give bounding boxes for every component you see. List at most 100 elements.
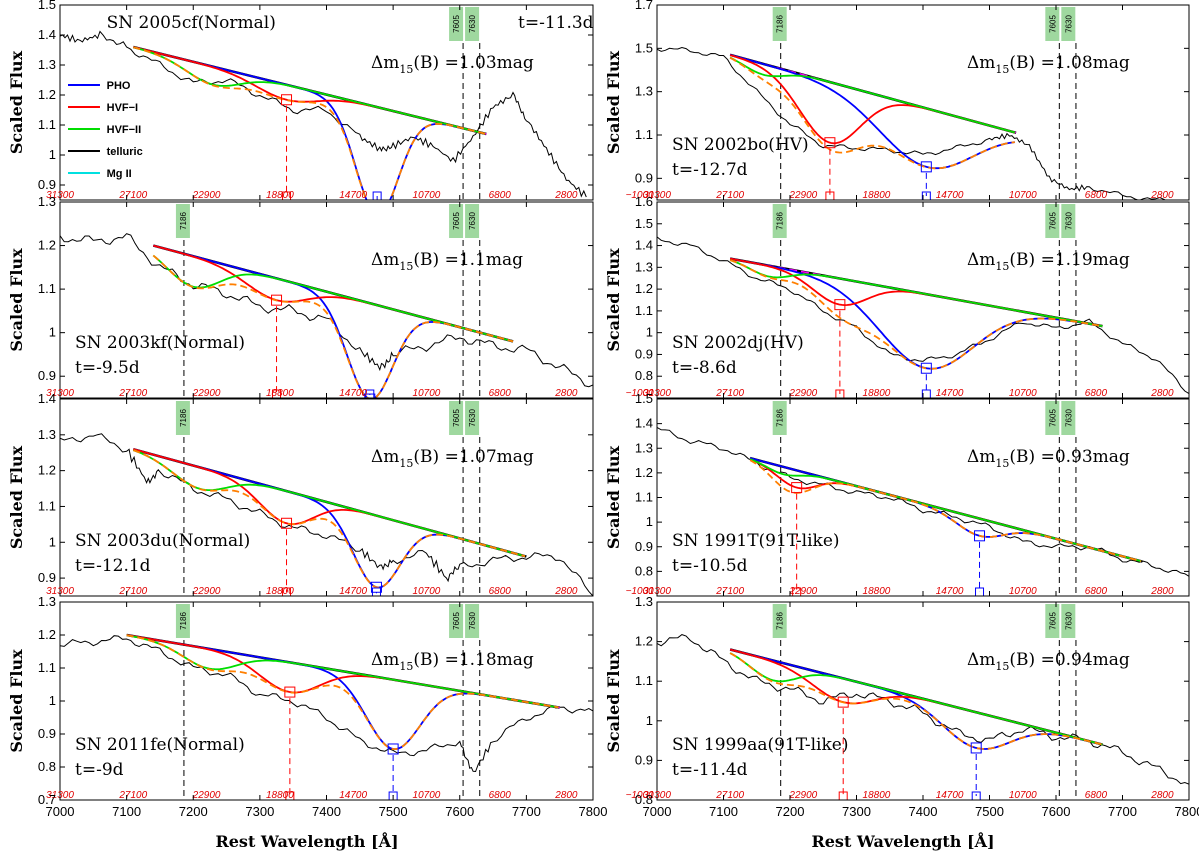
x-tick-label: 7300 bbox=[842, 804, 871, 819]
x-tick-label: 7800 bbox=[1175, 804, 1199, 819]
telluric-band-label: 7186 bbox=[179, 409, 188, 427]
telluric-band-box bbox=[449, 604, 464, 638]
velocity-tick-label: 18800 bbox=[863, 586, 891, 597]
component-min-marker bbox=[920, 362, 932, 374]
velocity-marker bbox=[921, 389, 931, 398]
y-axis-label: Scaled Flux bbox=[7, 445, 26, 549]
telluric-band-box bbox=[772, 604, 787, 638]
legend-label: telluric bbox=[107, 146, 143, 158]
telluric-band-box bbox=[175, 401, 190, 435]
velocity-tick-label: 10700 bbox=[413, 790, 441, 801]
telluric-band-box bbox=[449, 204, 464, 238]
velocity-tick-label: 10700 bbox=[1009, 190, 1037, 201]
velocity-tick-label: 10700 bbox=[413, 190, 441, 201]
velocity-tick-label: 2800 bbox=[554, 190, 578, 201]
velocity-marker bbox=[365, 389, 375, 398]
velocity-tick-label: 27100 bbox=[118, 388, 147, 399]
y-tick-label: 1.1 bbox=[635, 303, 653, 318]
x-axis-label-left: Rest Wavelength [Å] bbox=[215, 830, 398, 851]
y-tick-label: 1 bbox=[646, 514, 653, 529]
y-tick-label: 1.5 bbox=[635, 391, 653, 406]
y-tick-label: 1.2 bbox=[635, 634, 653, 649]
component-curve-pho bbox=[729, 648, 1103, 750]
telluric-band-box bbox=[1061, 604, 1076, 638]
velocity-tick-label: 14700 bbox=[339, 586, 367, 597]
telluric-band-label: 7605 bbox=[452, 15, 461, 33]
velocity-tick-label: 27100 bbox=[118, 190, 147, 201]
x-axis-label-right: Rest Wavelength [Å] bbox=[811, 830, 994, 851]
velocity-tick-label: 6800 bbox=[489, 388, 512, 399]
telluric-band-label: 7630 bbox=[468, 409, 477, 427]
velocity-tick-label: 6800 bbox=[1085, 586, 1108, 597]
y-tick-label: 1.1 bbox=[635, 127, 653, 142]
phase-label: t=-12.1d bbox=[75, 556, 151, 576]
velocity-tick-label: 22900 bbox=[192, 388, 221, 399]
y-tick-label: 0.8 bbox=[635, 368, 653, 383]
observed-flux-line bbox=[657, 634, 1189, 785]
velocity-tick-label: 18800 bbox=[266, 790, 294, 801]
phase-label: t=-9d bbox=[75, 760, 124, 780]
velocity-tick-label: 2800 bbox=[554, 790, 578, 801]
telluric-band-box bbox=[1061, 204, 1076, 238]
velocity-tick-label: 18800 bbox=[863, 790, 891, 801]
y-tick-label: 1.1 bbox=[38, 281, 56, 296]
velocity-tick-label: 18800 bbox=[266, 190, 294, 201]
dm15-annotation: Δm15(B) =0.93mag bbox=[967, 447, 1130, 470]
velocity-tick-label: 27100 bbox=[118, 586, 147, 597]
legend: PHO HVF−I HVF−II telluric Mg II bbox=[67, 80, 143, 180]
observed-flux-line bbox=[657, 46, 1189, 200]
y-tick-label: 1.2 bbox=[38, 627, 56, 642]
dm15-annotation: Δm15(B) =1.08mag bbox=[967, 53, 1130, 76]
component-curve-hvf-ii bbox=[729, 259, 1103, 327]
velocity-marker bbox=[971, 791, 981, 800]
phase-label: t=-9.5d bbox=[75, 358, 140, 378]
y-tick-label: 1.3 bbox=[635, 440, 653, 455]
y-tick-label: 1.3 bbox=[38, 194, 56, 209]
component-min-marker bbox=[281, 517, 293, 529]
velocity-tick-label: 2800 bbox=[1150, 388, 1174, 399]
y-tick-label: 0.7 bbox=[38, 792, 56, 807]
plot-area: 7605 7630 bbox=[60, 7, 587, 220]
velocity-tick-label: 27100 bbox=[715, 790, 744, 801]
velocity-tick-label: 2800 bbox=[1150, 190, 1174, 201]
y-tick-label: 1.4 bbox=[38, 391, 56, 406]
component-min-marker bbox=[372, 210, 382, 220]
telluric-band-box bbox=[465, 401, 480, 435]
telluric-band-box bbox=[772, 401, 787, 435]
y-tick-label: 1.5 bbox=[635, 40, 653, 55]
y-tick-label: 1.1 bbox=[38, 660, 56, 675]
telluric-band-box bbox=[772, 204, 787, 238]
velocity-tick-label: 10700 bbox=[1009, 586, 1037, 597]
y-axis-label: Scaled Flux bbox=[7, 649, 26, 753]
velocity-tick-label: 6800 bbox=[1085, 190, 1108, 201]
telluric-band-label: 7605 bbox=[452, 409, 461, 427]
x-tick-label: 7800 bbox=[579, 804, 608, 819]
observed-flux-line bbox=[60, 233, 593, 388]
velocity-tick-label: 22900 bbox=[192, 586, 221, 597]
component-min-marker bbox=[284, 686, 296, 698]
telluric-band-box bbox=[465, 204, 480, 238]
velocity-tick-label: 14700 bbox=[339, 790, 367, 801]
legend-label: HVF−I bbox=[107, 102, 138, 114]
component-curve-hvf-ii bbox=[749, 458, 1142, 563]
y-tick-label: 0.8 bbox=[38, 759, 56, 774]
component-curve-pho bbox=[729, 53, 1015, 170]
plot-area: 7186 7605 7630 bbox=[657, 7, 1189, 200]
telluric-band-label: 7630 bbox=[1064, 15, 1073, 33]
velocity-tick-label: 22900 bbox=[192, 190, 221, 201]
telluric-band-box bbox=[1061, 7, 1076, 41]
component-min-marker bbox=[364, 393, 376, 398]
telluric-band-box bbox=[465, 604, 480, 638]
y-tick-label: 1 bbox=[49, 693, 56, 708]
combined-fit-line bbox=[133, 46, 486, 200]
x-tick-label: 7600 bbox=[445, 804, 474, 819]
telluric-band-box bbox=[772, 7, 787, 41]
combined-fit-line bbox=[729, 259, 1103, 370]
y-tick-label: 1.5 bbox=[635, 216, 653, 231]
phase-label: t=-11.3d bbox=[518, 13, 594, 33]
telluric-band-label: 7605 bbox=[452, 212, 461, 230]
